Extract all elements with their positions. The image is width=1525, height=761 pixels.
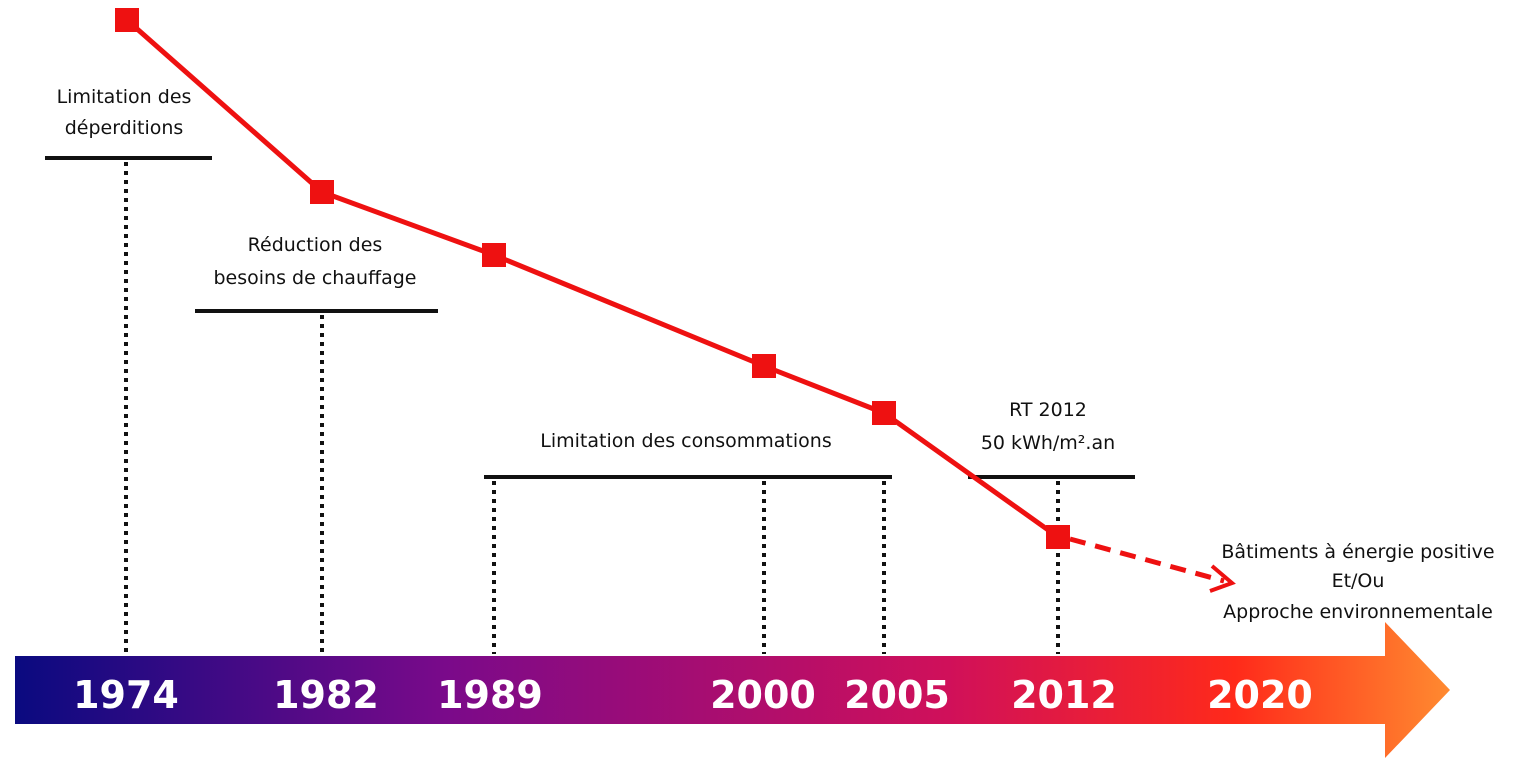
label-consommations: Limitation des consommations	[540, 430, 831, 452]
year-label-2020: 2020	[1207, 673, 1313, 717]
label-chauffage-line1: Réduction des	[248, 234, 383, 256]
trend-marker-2005	[872, 401, 896, 425]
trend-marker-2012	[1046, 525, 1070, 549]
year-label-1974: 1974	[73, 673, 179, 717]
label-future-line3: Approche environnementale	[1223, 601, 1493, 623]
label-deperditions-line2: déperditions	[65, 117, 184, 139]
year-label-1989: 1989	[437, 673, 543, 717]
label-future-line2: Et/Ou	[1332, 570, 1385, 592]
year-label-2005: 2005	[844, 673, 950, 717]
trend-markers	[115, 8, 1070, 549]
year-labels: 1974 1982 1989 2000 2005 2012 2020	[73, 673, 1313, 717]
trend-marker-1982	[310, 180, 334, 204]
label-deperditions-line1: Limitation des	[57, 86, 192, 108]
trend-marker-1989	[482, 243, 506, 267]
label-chauffage-line2: besoins de chauffage	[214, 267, 417, 289]
trend-marker-1974	[115, 8, 139, 32]
projection-arrowhead-icon	[1209, 564, 1236, 593]
label-future-line1: Bâtiments à énergie positive	[1221, 541, 1494, 563]
label-rt2012-line2: 50 kWh/m².an	[981, 432, 1115, 454]
year-label-2000: 2000	[710, 673, 816, 717]
projection-dashed-line	[1069, 536, 1225, 584]
year-label-1982: 1982	[273, 673, 379, 717]
trend-line	[125, 18, 1060, 540]
label-rt2012-line1: RT 2012	[1009, 399, 1087, 421]
timeline-arrow	[15, 622, 1450, 758]
trend-marker-2000	[752, 354, 776, 378]
year-label-2012: 2012	[1011, 673, 1117, 717]
